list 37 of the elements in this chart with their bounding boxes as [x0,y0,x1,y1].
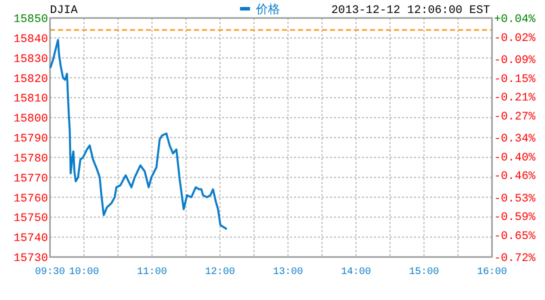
x-tick-label: 10:00 [68,267,100,278]
y2-tick-label: -0.46% [494,170,536,184]
y2-tick-label: -0.34% [494,132,536,146]
y2-tick-label: -0.40% [494,151,536,164]
legend-label: 价格 [255,2,280,16]
x-tick-label: 13:00 [272,267,304,278]
y-tick-label: 15840 [13,32,48,46]
x-tick-label: 11:00 [136,267,168,278]
y-tick-label: 15830 [13,52,48,66]
y-tick-label: 15790 [13,132,48,146]
y-tick-label: 15730 [13,252,48,265]
x-tick-label: 15:00 [408,267,440,278]
y2-tick-label: -0.02% [494,32,536,45]
y-tick-label: 15760 [13,192,48,206]
y2-tick-label: -0.27% [494,110,536,124]
y-tick-label: 15770 [13,172,48,186]
y2-tick-label: -0.21% [494,92,536,105]
chart-title: DJIA [50,4,78,17]
y-tick-label: 15850 [13,13,48,26]
x-tick-label: 16:00 [476,267,508,278]
y-tick-label: 15800 [13,112,48,126]
text: 2013-12-12 12:06:00 EST [331,4,490,17]
y2-tick-label: -0.09% [494,54,536,67]
y2-tick-label: +0.04% [494,13,536,26]
x-tick-label: 14:00 [340,267,372,278]
x-tick-label: 12:00 [204,267,236,278]
y2-tick-label: -0.72% [494,252,536,265]
y-tick-label: 15780 [13,152,48,166]
y-tick-label: 15820 [13,72,48,86]
y2-tick-label: -0.53% [494,192,536,206]
y-tick-label: 15810 [13,92,48,106]
y2-tick-label: -0.65% [494,230,536,243]
y2-tick-label: -0.59% [494,211,536,224]
y-tick-label: 15740 [13,232,48,246]
y2-tick-label: -0.15% [494,72,536,86]
y-tick-label: 15750 [13,212,48,226]
x-tick-label: 09:30 [34,267,66,278]
